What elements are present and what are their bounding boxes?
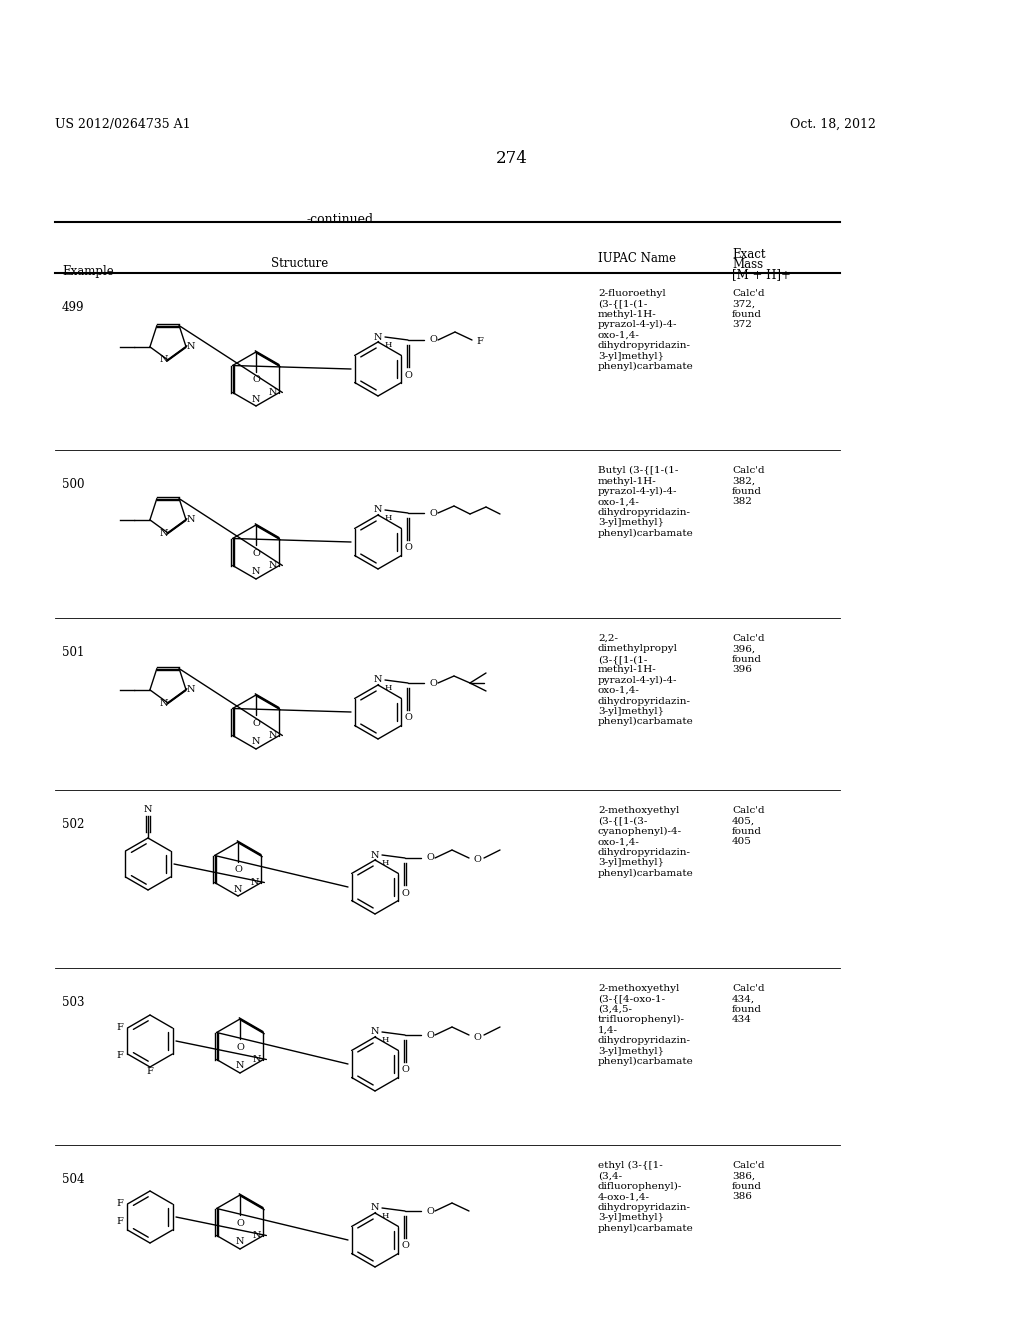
Text: 2,2-
dimethylpropyl
(3-{[1-(1-
methyl-1H-
pyrazol-4-yl)-4-
oxo-1,4-
dihydropyrid: 2,2- dimethylpropyl (3-{[1-(1- methyl-1H… (598, 634, 693, 726)
Text: N: N (371, 1027, 379, 1036)
Text: O: O (426, 854, 434, 862)
Text: Calc'd
386,
found
386: Calc'd 386, found 386 (732, 1162, 765, 1201)
Text: N: N (374, 506, 382, 515)
Text: Mass: Mass (732, 257, 763, 271)
Text: 504: 504 (62, 1173, 85, 1185)
Text: H: H (381, 859, 389, 867)
Text: N: N (160, 698, 168, 708)
Text: F: F (117, 1023, 124, 1031)
Text: H: H (384, 513, 392, 521)
Text: N: N (160, 355, 168, 364)
Text: ethyl (3-{[1-
(3,4-
difluorophenyl)-
4-oxo-1,4-
dihydropyridazin-
3-yl]methyl}
p: ethyl (3-{[1- (3,4- difluorophenyl)- 4-o… (598, 1162, 693, 1233)
Text: N: N (236, 1238, 245, 1246)
Text: N: N (252, 1055, 261, 1064)
Text: O: O (429, 678, 437, 688)
Text: Calc'd
372,
found
372: Calc'd 372, found 372 (732, 289, 765, 329)
Text: Structure: Structure (271, 257, 329, 271)
Text: N: N (250, 878, 259, 887)
Text: O: O (426, 1031, 434, 1040)
Text: O: O (429, 508, 437, 517)
Text: N: N (186, 515, 196, 524)
Text: IUPAC Name: IUPAC Name (598, 252, 676, 265)
Text: N: N (252, 1232, 261, 1239)
Text: H: H (384, 684, 392, 692)
Text: F: F (476, 338, 483, 346)
Text: 2-fluoroethyl
(3-{[1-(1-
methyl-1H-
pyrazol-4-yl)-4-
oxo-1,4-
dihydropyridazin-
: 2-fluoroethyl (3-{[1-(1- methyl-1H- pyra… (598, 289, 693, 371)
Text: O: O (237, 1043, 244, 1052)
Text: O: O (401, 888, 409, 898)
Text: 500: 500 (62, 478, 85, 491)
Text: 502: 502 (62, 818, 84, 832)
Text: Calc'd
382,
found
382: Calc'd 382, found 382 (732, 466, 765, 506)
Text: F: F (117, 1051, 124, 1060)
Text: N: N (186, 685, 196, 694)
Text: O: O (234, 866, 242, 874)
Text: O: O (252, 375, 260, 384)
Text: F: F (117, 1217, 124, 1225)
Text: O: O (404, 714, 412, 722)
Text: F: F (146, 1067, 154, 1076)
Text: F: F (117, 1199, 124, 1208)
Text: 2-methoxyethyl
(3-{[1-(3-
cyanophenyl)-4-
oxo-1,4-
dihydropyridazin-
3-yl]methyl: 2-methoxyethyl (3-{[1-(3- cyanophenyl)-4… (598, 807, 693, 878)
Text: N: N (374, 676, 382, 685)
Text: Calc'd
405,
found
405: Calc'd 405, found 405 (732, 807, 765, 846)
Text: N: N (236, 1061, 245, 1071)
Text: Calc'd
434,
found
434: Calc'd 434, found 434 (732, 983, 765, 1024)
Text: [M + H]+: [M + H]+ (732, 268, 791, 281)
Text: N: N (268, 561, 276, 570)
Text: N: N (371, 1204, 379, 1213)
Text: 274: 274 (496, 150, 528, 168)
Text: H: H (381, 1212, 389, 1220)
Text: Oct. 18, 2012: Oct. 18, 2012 (790, 117, 876, 131)
Text: O: O (473, 1032, 481, 1041)
Text: O: O (252, 718, 260, 727)
Text: N: N (252, 738, 260, 747)
Text: Butyl (3-{[1-(1-
methyl-1H-
pyrazol-4-yl)-4-
oxo-1,4-
dihydropyridazin-
3-yl]met: Butyl (3-{[1-(1- methyl-1H- pyrazol-4-yl… (598, 466, 693, 537)
Text: H: H (384, 341, 392, 348)
Text: N: N (186, 342, 196, 351)
Text: O: O (237, 1218, 244, 1228)
Text: Exact: Exact (732, 248, 766, 261)
Text: H: H (381, 1036, 389, 1044)
Text: N: N (252, 395, 260, 404)
Text: O: O (404, 544, 412, 553)
Text: O: O (429, 335, 437, 345)
Text: N: N (160, 528, 168, 537)
Text: O: O (426, 1206, 434, 1216)
Text: N: N (268, 388, 276, 397)
Text: 2-methoxyethyl
(3-{[4-oxo-1-
(3,4,5-
trifluorophenyl)-
1,4-
dihydropyridazin-
3-: 2-methoxyethyl (3-{[4-oxo-1- (3,4,5- tri… (598, 983, 693, 1067)
Text: O: O (473, 855, 481, 865)
Text: Example: Example (62, 265, 114, 279)
Text: O: O (401, 1242, 409, 1250)
Text: -continued: -continued (306, 213, 374, 226)
Text: N: N (233, 884, 243, 894)
Text: O: O (401, 1065, 409, 1074)
Text: 501: 501 (62, 645, 84, 659)
Text: 503: 503 (62, 997, 85, 1008)
Text: N: N (268, 731, 276, 741)
Text: US 2012/0264735 A1: US 2012/0264735 A1 (55, 117, 190, 131)
Text: N: N (143, 804, 153, 813)
Text: N: N (252, 568, 260, 577)
Text: 499: 499 (62, 301, 85, 314)
Text: N: N (374, 333, 382, 342)
Text: N: N (371, 850, 379, 859)
Text: O: O (252, 549, 260, 557)
Text: O: O (404, 371, 412, 380)
Text: Calc'd
396,
found
396: Calc'd 396, found 396 (732, 634, 765, 675)
